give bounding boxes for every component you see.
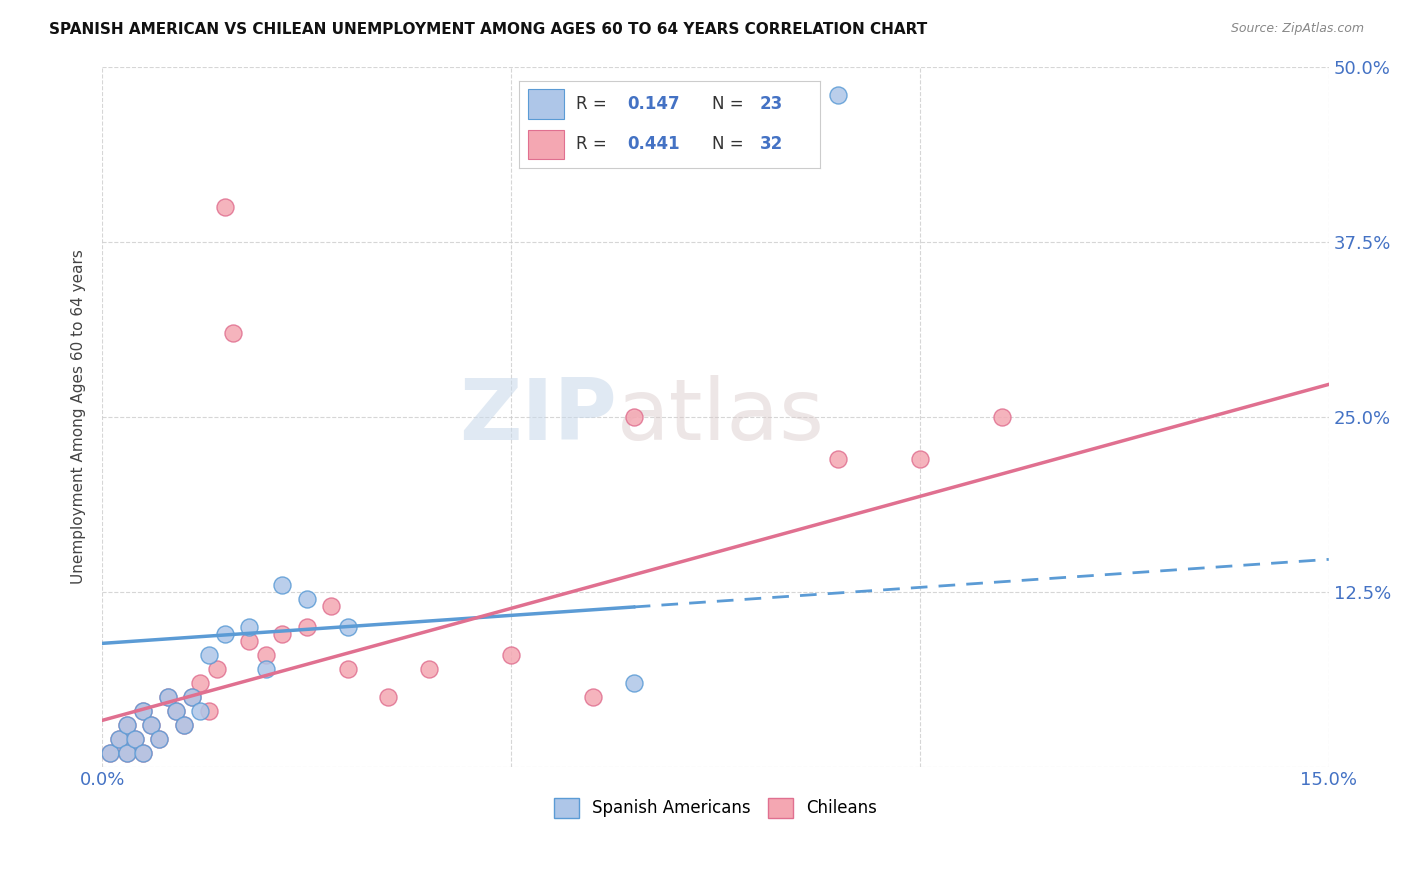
Point [827,451,849,466]
Point [214,200,236,214]
Point [148,731,170,746]
Point [295,619,318,633]
Point [100,746,122,760]
Y-axis label: Unemployment Among Ages 60 to 64 years: Unemployment Among Ages 60 to 64 years [72,249,86,584]
Point [156,690,179,704]
Point [499,648,522,662]
Point [115,717,138,731]
Legend: Spanish Americans, Chileans: Spanish Americans, Chileans [547,791,883,825]
Point [124,731,146,746]
Text: SPANISH AMERICAN VS CHILEAN UNEMPLOYMENT AMONG AGES 60 TO 64 YEARS CORRELATION C: SPANISH AMERICAN VS CHILEAN UNEMPLOYMENT… [49,22,928,37]
Text: atlas: atlas [617,375,825,458]
Point [271,626,294,640]
Point [582,690,605,704]
Point [197,648,219,662]
Point [100,746,122,760]
Point [254,648,277,662]
Point [990,409,1012,424]
Point [156,690,179,704]
Text: Source: ZipAtlas.com: Source: ZipAtlas.com [1230,22,1364,36]
Point [188,704,211,718]
Point [321,599,343,613]
Point [181,690,204,704]
Point [141,717,163,731]
Point [254,662,277,676]
Text: ZIP: ZIP [460,375,617,458]
Point [132,704,155,718]
Point [115,717,138,731]
Point [165,704,187,718]
Point [107,731,129,746]
Point [141,717,163,731]
Point [205,662,228,676]
Point [623,409,645,424]
Point [148,731,170,746]
Point [908,451,931,466]
Point [238,633,260,648]
Point [132,704,155,718]
Point [336,619,359,633]
Point [222,326,245,340]
Point [115,746,138,760]
Point [124,731,146,746]
Point [271,577,294,591]
Point [827,87,849,102]
Point [295,591,318,606]
Point [418,662,440,676]
Point [115,746,138,760]
Point [173,717,195,731]
Point [107,731,129,746]
Point [132,746,155,760]
Point [623,675,645,690]
Point [188,675,211,690]
Point [132,746,155,760]
Point [165,704,187,718]
Point [173,717,195,731]
Point [238,619,260,633]
Point [197,704,219,718]
Point [336,662,359,676]
Point [377,690,399,704]
Point [214,626,236,640]
Point [181,690,204,704]
